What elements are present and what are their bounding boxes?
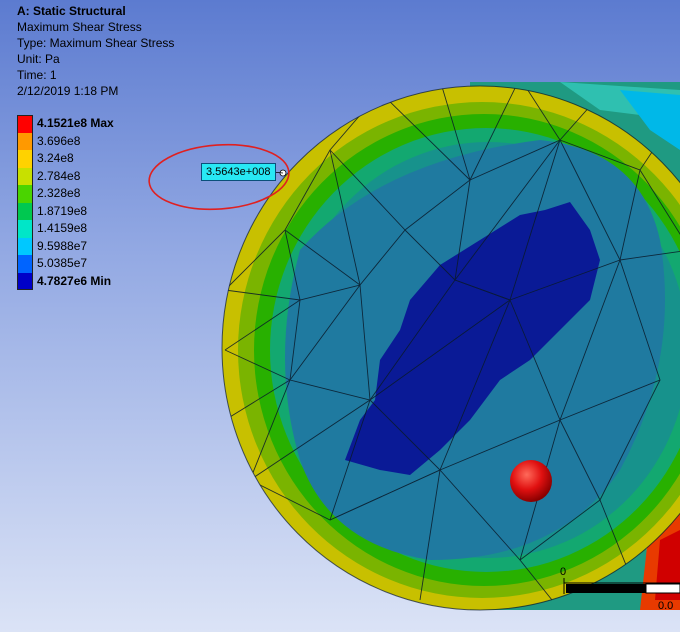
scale-start-label: 0 [560,566,567,578]
legend-value-label: 4.1521e8 Max [37,116,114,130]
legend-color-swatch [17,185,33,203]
legend-value-label: 5.0385e7 [37,256,88,270]
legend-color-swatch [17,167,33,185]
legend-value-label: 9.5988e7 [37,238,88,253]
analysis-title: A: Static Structural [17,4,126,18]
result-unit: Unit: Pa [17,52,60,66]
legend-value-label: 2.784e8 [37,168,81,183]
legend-value-label: 3.696e8 [37,133,81,148]
result-date: 2/12/2019 1:18 PM [17,84,119,98]
result-info-header: A: Static Structural Maximum Shear Stres… [17,3,174,99]
legend-row: 2.328e8 [17,185,177,203]
legend-row: 5.0385e7 [17,255,177,273]
legend-value-label: 1.4159e8 [37,221,88,235]
annotation-circle [148,143,290,211]
legend-color-swatch [17,115,33,133]
legend-value-label: 3.24e8 [37,151,74,165]
legend-color-swatch [17,220,33,238]
legend-value-label: 4.7827e6 Min [37,273,112,288]
scale-ruler [563,578,680,594]
result-time: Time: 1 [17,68,57,82]
legend-color-swatch [17,237,33,255]
legend-row: 3.24e8 [17,150,177,168]
legend-row: 3.696e8 [17,132,177,150]
legend-color-swatch [17,255,33,273]
legend-row: 9.5988e7 [17,237,177,255]
legend-value-label: 1.8719e8 [37,203,88,218]
result-type: Type: Maximum Shear Stress [17,36,175,50]
legend-color-swatch [17,150,33,168]
legend-color-swatch [17,202,33,220]
legend-row: 4.1521e8 Max [17,115,177,133]
legend-row: 1.8719e8 [17,202,177,220]
legend-row: 4.7827e6 Min [17,272,177,290]
shaft-end-face [222,86,680,610]
legend-row: 1.4159e8 [17,220,177,238]
legend-color-swatch [17,272,33,290]
probe-value-label[interactable]: 3.5643e+008 [201,163,276,181]
scale-end-label: 0.0 [658,600,674,612]
red-sphere-marker[interactable] [510,460,552,502]
legend-color-swatch [17,132,33,150]
legend-value-label: 2.328e8 [37,186,81,200]
shaft-end-outline [221,85,680,611]
result-name: Maximum Shear Stress [17,20,142,34]
legend-row: 2.784e8 [17,167,177,185]
